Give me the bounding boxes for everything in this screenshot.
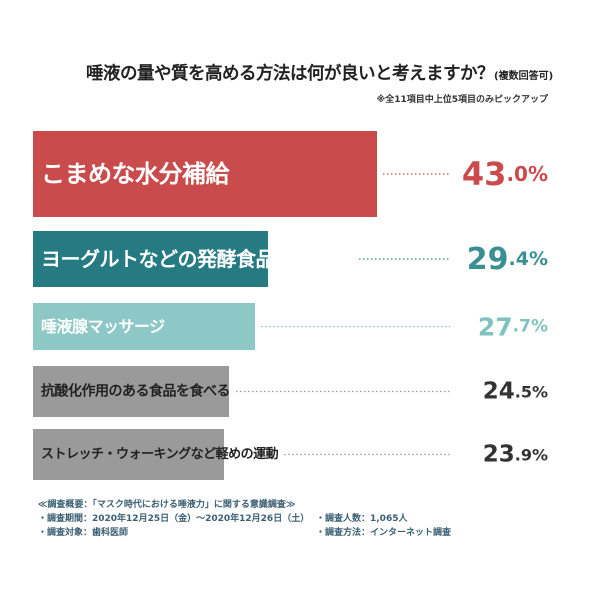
footer-target: ・調査対象：歯科医師 [38, 528, 129, 538]
title-subtitle: (複数回答可) [494, 71, 554, 82]
value-label-1: 43.0% [462, 155, 548, 193]
value-label-2: 29.4% [467, 242, 548, 277]
value-label-5: 23.9% [483, 442, 548, 468]
category-label-1: こまめな水分補給 [41, 160, 230, 188]
chart-note: ※全11項目中上位5項目のみピックアップ [376, 95, 548, 105]
bar-3 [33, 303, 255, 350]
category-label-3: 唾液腺マッサージ [41, 317, 165, 336]
value-label-3: 27.7% [478, 312, 548, 341]
category-label-4: 抗酸化作用のある食品を食べる [41, 383, 230, 400]
category-label-5: ストレッチ・ウォーキングなど軽めの運動 [41, 446, 279, 462]
chart-title: 唾液の量や質を高める方法は何が良いと考えますか？(複数回答可) [86, 60, 566, 85]
survey-footer: ≪調査概要：「マスク時代における唾液力」に関する意識調査≫ ・調査期間：2020… [38, 498, 568, 540]
footer-respondents: ・調査人数：1,065人 [316, 514, 408, 524]
bar-1 [33, 131, 377, 217]
footer-method: ・調査方法：インターネット調査 [316, 528, 452, 538]
title-main: 唾液の量や質を高める方法は何が良いと考えますか？ [86, 64, 495, 84]
category-label-2: ヨーグルトなどの発酵食品を食べる [41, 247, 353, 271]
value-label-4: 24.5% [483, 379, 548, 405]
footer-period: ・調査期間：2020年12月25日（金）～2020年12月26日（土） [38, 514, 310, 524]
bar-4 [33, 366, 229, 417]
bar-2 [33, 231, 268, 287]
bar-5 [33, 429, 224, 480]
footer-heading: ≪調査概要：「マスク時代における唾液力」に関する意識調査≫ [38, 500, 296, 510]
